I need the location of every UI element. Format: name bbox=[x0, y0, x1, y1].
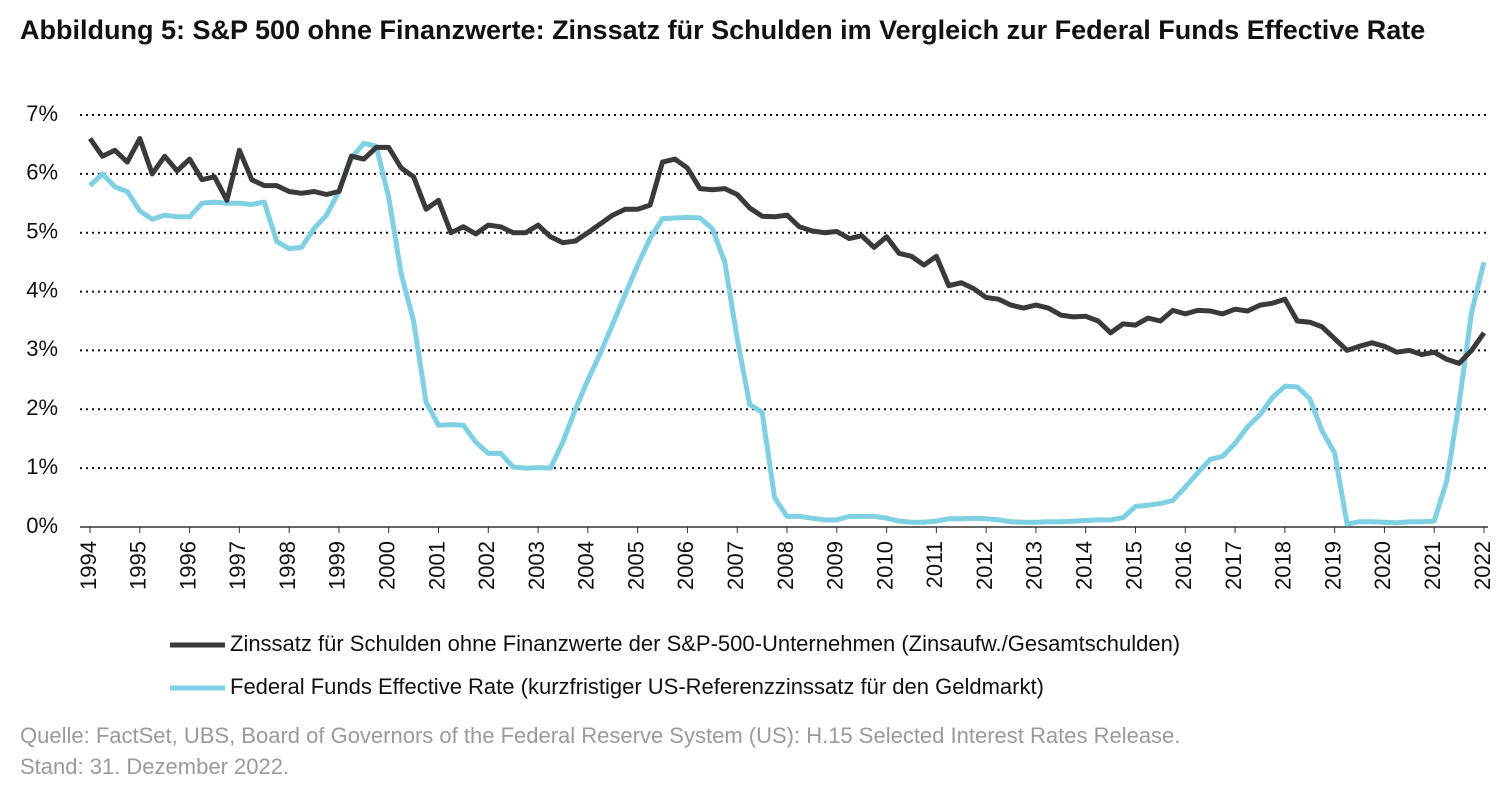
x-tick-label: 2017 bbox=[1221, 541, 1246, 590]
x-tick-label: 1998 bbox=[275, 541, 300, 590]
legend-label: Zinssatz für Schulden ohne Finanzwerte d… bbox=[230, 631, 1180, 656]
x-tick-label: 1997 bbox=[225, 541, 250, 590]
chart-title: Abbildung 5: S&P 500 ohne Finanzwerte: Z… bbox=[20, 15, 1426, 45]
x-tick-label: 2005 bbox=[623, 541, 648, 590]
x-tick-label: 2013 bbox=[1022, 541, 1047, 590]
y-tick-label: 2% bbox=[26, 395, 58, 420]
x-tick-label: 2007 bbox=[723, 541, 748, 590]
y-tick-label: 0% bbox=[26, 513, 58, 538]
x-tick-label: 1999 bbox=[325, 541, 350, 590]
y-tick-label: 4% bbox=[26, 277, 58, 302]
x-tick-label: 2019 bbox=[1320, 541, 1345, 590]
x-tick-label: 2014 bbox=[1072, 541, 1097, 590]
x-tick-label: 2009 bbox=[823, 541, 848, 590]
y-tick-label: 5% bbox=[26, 219, 58, 244]
x-tick-label: 2004 bbox=[574, 541, 599, 590]
series-line bbox=[87, 136, 1487, 366]
legend-label: Federal Funds Effective Rate (kurzfristi… bbox=[230, 674, 1044, 699]
x-tick-label: 2020 bbox=[1370, 541, 1395, 590]
x-tick-label: 2010 bbox=[872, 541, 897, 590]
y-tick-label: 7% bbox=[26, 101, 58, 126]
x-tick-label: 2000 bbox=[375, 541, 400, 590]
y-tick-label: 3% bbox=[26, 336, 58, 361]
x-tick-label: 2016 bbox=[1171, 541, 1196, 590]
source-note: Quelle: FactSet, UBS, Board of Governors… bbox=[20, 723, 1180, 748]
series-line bbox=[88, 140, 1487, 527]
x-tick-label: 2012 bbox=[972, 541, 997, 590]
x-tick-label: 2003 bbox=[524, 541, 549, 590]
date-note: Stand: 31. Dezember 2022. bbox=[20, 754, 289, 779]
x-tick-label: 2018 bbox=[1271, 541, 1296, 590]
x-tick-label: 1996 bbox=[175, 541, 200, 590]
x-tick-label: 2015 bbox=[1121, 541, 1146, 590]
x-tick-label: 1995 bbox=[126, 541, 151, 590]
x-tick-label: 2006 bbox=[673, 541, 698, 590]
x-tick-label: 2011 bbox=[922, 541, 947, 588]
x-tick-label: 2002 bbox=[474, 541, 499, 590]
x-tick-label: 2008 bbox=[773, 541, 798, 590]
y-tick-label: 6% bbox=[26, 160, 58, 185]
x-tick-label: 1994 bbox=[76, 541, 101, 590]
x-tick-label: 2022 bbox=[1470, 541, 1495, 590]
x-tick-label: 2021 bbox=[1420, 541, 1445, 590]
y-tick-label: 1% bbox=[26, 454, 58, 479]
x-tick-label: 2001 bbox=[424, 541, 449, 590]
